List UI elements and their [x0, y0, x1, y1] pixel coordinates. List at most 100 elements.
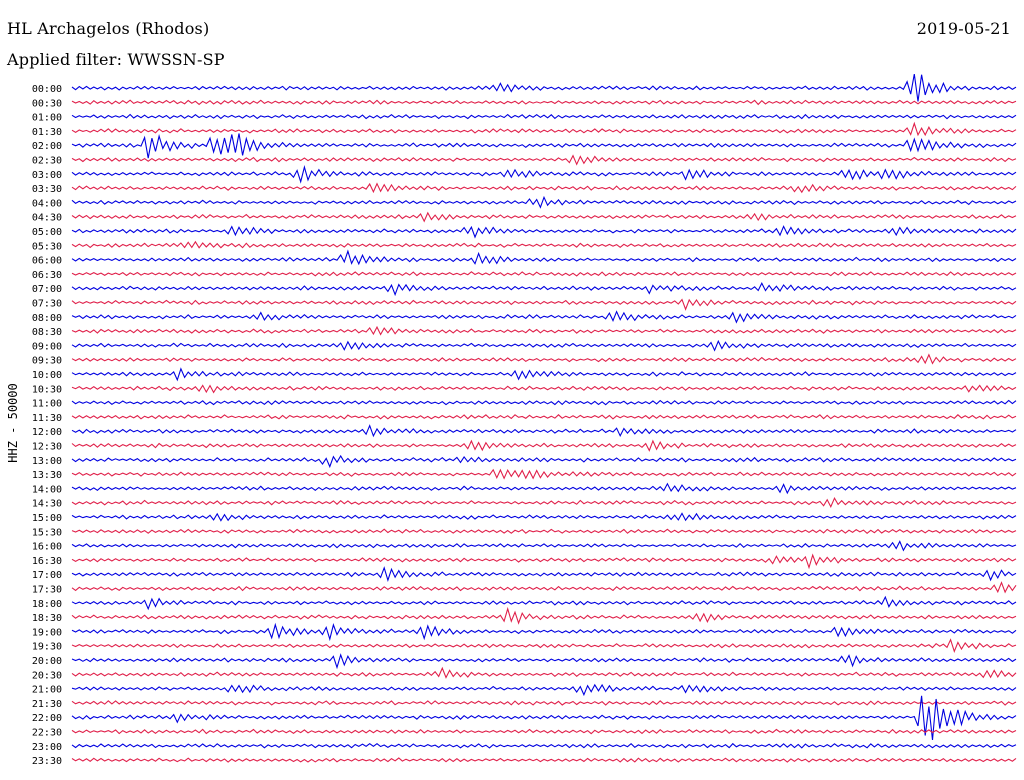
trace-row [71, 695, 1017, 741]
time-tick-label: 23:00 [32, 742, 62, 753]
time-tick-label: 04:30 [32, 213, 62, 224]
time-tick-label: 17:00 [32, 570, 62, 581]
trace-row [71, 424, 1017, 438]
trace-row [71, 700, 1017, 706]
time-tick-label: 22:30 [32, 728, 62, 739]
time-tick-label: 07:00 [32, 284, 62, 295]
time-label-group: 00:00 00:30 01:00 01:30 02:00 02:30 03:00 03:30… [32, 84, 62, 767]
time-tick-label: 11:00 [32, 399, 62, 410]
trace-row [71, 99, 1017, 106]
time-tick-label: 01:30 [32, 127, 62, 138]
time-tick-label: 21:30 [32, 699, 62, 710]
time-tick-label: 06:30 [32, 270, 62, 281]
time-tick-label: 10:30 [32, 384, 62, 395]
time-tick-label: 11:30 [32, 413, 62, 424]
trace-row [71, 728, 1017, 735]
trace-row [71, 482, 1017, 495]
time-tick-label: 02:00 [32, 141, 62, 152]
time-tick-label: 16:30 [32, 556, 62, 567]
trace-row [71, 414, 1017, 420]
time-tick-label: 20:30 [32, 670, 62, 681]
trace-row [71, 454, 1017, 469]
time-tick-label: 06:00 [32, 256, 62, 267]
trace-row [71, 399, 1017, 406]
trace-row [71, 606, 1017, 625]
time-tick-label: 12:00 [32, 427, 62, 438]
time-tick-label: 15:00 [32, 513, 62, 524]
trace-row [71, 154, 1017, 166]
time-tick-label: 12:30 [32, 442, 62, 453]
trace-row [71, 113, 1017, 120]
trace-row [71, 121, 1017, 137]
time-tick-label: 22:00 [32, 713, 62, 724]
time-tick-label: 07:30 [32, 299, 62, 310]
time-tick-label: 14:30 [32, 499, 62, 510]
trace-row [71, 622, 1017, 642]
time-tick-label: 14:00 [32, 484, 62, 495]
time-tick-label: 19:30 [32, 642, 62, 653]
trace-row [71, 310, 1017, 324]
time-tick-label: 01:00 [32, 113, 62, 124]
time-tick-label: 20:00 [32, 656, 62, 667]
time-tick-label: 05:00 [32, 227, 62, 238]
time-tick-label: 13:00 [32, 456, 62, 467]
time-tick-label: 04:00 [32, 198, 62, 209]
time-tick-label: 10:00 [32, 370, 62, 381]
time-tick-label: 17:30 [32, 585, 62, 596]
time-tick-label: 19:00 [32, 627, 62, 638]
trace-row [71, 339, 1017, 352]
trace-row [71, 512, 1017, 522]
time-tick-label: 02:30 [32, 156, 62, 167]
trace-row [71, 653, 1017, 670]
trace-row [71, 666, 1017, 679]
time-tick-label: 21:00 [32, 685, 62, 696]
trace-row [71, 367, 1017, 382]
trace-row [71, 298, 1017, 311]
time-tick-label: 15:30 [32, 527, 62, 538]
time-tick-label: 16:00 [32, 542, 62, 553]
time-tick-label: 00:30 [32, 98, 62, 109]
date-label: 2019-05-21 [916, 19, 1011, 38]
time-tick-label: 09:00 [32, 341, 62, 352]
time-tick-label: 23:30 [32, 756, 62, 767]
trace-row [71, 353, 1017, 365]
station-title: HL Archagelos (Rhodos) [7, 19, 210, 38]
trace-row [71, 566, 1017, 583]
time-tick-label: 00:00 [32, 84, 62, 95]
trace-row [71, 281, 1017, 297]
time-tick-label: 05:30 [32, 241, 62, 252]
time-tick-label: 03:00 [32, 170, 62, 181]
trace-row [71, 468, 1017, 480]
trace-row [71, 195, 1017, 209]
trace-row [71, 742, 1017, 749]
trace-row [71, 496, 1017, 508]
trace-row [71, 683, 1017, 697]
trace-row [71, 211, 1017, 223]
trace-row [71, 528, 1017, 535]
trace-row [71, 225, 1017, 239]
trace-row [71, 325, 1017, 336]
time-tick-label: 18:00 [32, 599, 62, 610]
time-tick-label: 03:30 [32, 184, 62, 195]
trace-row [71, 439, 1017, 452]
trace-row [71, 540, 1017, 552]
trace-row [71, 240, 1017, 249]
trace-row [71, 638, 1017, 654]
trace-row [71, 553, 1017, 570]
trace-row [71, 182, 1017, 194]
trace-row [71, 74, 1017, 102]
trace-row [71, 595, 1017, 611]
trace-row [71, 249, 1017, 266]
time-tick-label: 08:30 [32, 327, 62, 338]
trace-row [71, 271, 1017, 277]
trace-row [71, 133, 1017, 159]
time-tick-label: 09:30 [32, 356, 62, 367]
time-tick-label: 18:30 [32, 613, 62, 624]
trace-row [71, 164, 1017, 184]
trace-row [71, 757, 1017, 763]
filter-label: Applied filter: WWSSN-SP [7, 50, 225, 69]
time-tick-label: 08:00 [32, 313, 62, 324]
trace-group [71, 74, 1017, 763]
time-tick-label: 13:30 [32, 470, 62, 481]
